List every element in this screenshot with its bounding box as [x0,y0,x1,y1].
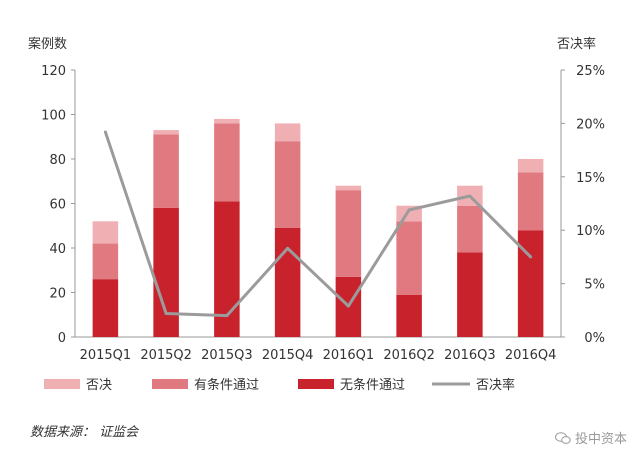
rate-point [468,194,472,198]
left-axis-ticks: 0 20 40 60 80 100 120 [41,64,75,346]
legend-label: 有条件通过 [194,377,259,393]
source-note: 数据来源： 证监会 [30,425,139,440]
rate-point [164,312,168,316]
bar-segment [335,190,362,277]
category-label: 2016Q2 [383,348,435,363]
left-axis-title: 案例数 [28,37,67,52]
bar-segment [153,207,179,337]
watermark: 投中资本 [554,428,627,447]
category-label: 2016Q4 [505,348,557,363]
category-label: 2016Q1 [323,348,375,363]
bar-segment [335,185,362,191]
bar-segment [517,172,544,231]
wechat-icon [554,431,571,444]
left-tick-label: 0 [58,331,66,346]
right-axis-title: 否决率 [557,36,596,52]
right-tick-label: 0% [584,331,605,346]
bar-segment [274,123,301,142]
legend-label: 无条件通过 [340,377,405,393]
bar-segment [153,134,179,208]
category-label: 2015Q1 [80,348,132,363]
right-tick-label: 5% [584,278,605,293]
legend-label: 否决率 [476,377,515,393]
legend-swatch [298,379,334,389]
right-tick-label: 20% [576,117,605,132]
bar-segment [214,123,240,202]
rate-point [407,208,411,212]
bar-segment [396,294,422,337]
right-tick-label: 10% [576,224,605,239]
left-tick-label: 20 [49,287,66,302]
left-tick-label: 120 [41,64,66,79]
legend: 否决 有条件通过 无条件通过 否决率 [44,377,515,393]
category-label: 2016Q3 [444,348,496,363]
right-tick-label: 15% [576,171,605,186]
bar-segment [153,130,179,135]
legend-label: 否决 [86,378,112,393]
bar-series-group [92,118,544,337]
bar-segment [92,279,119,337]
left-tick-label: 40 [49,242,66,257]
category-label: 2015Q2 [140,348,192,363]
rate-point [286,246,290,250]
left-tick-label: 60 [49,198,66,213]
rate-line-group [103,130,533,318]
rate-line [103,131,532,318]
rate-point [103,130,107,134]
bar-segment [92,243,119,280]
legend-swatch [44,379,80,389]
bar-segment [396,221,422,295]
bar-segment [214,118,240,124]
rate-point [529,255,533,259]
legend-swatch [152,379,188,389]
right-axis-ticks: 0% 5% 10% 15% 20% 25% [561,64,605,346]
bar-segment [274,141,301,228]
rate-point [225,314,229,318]
rate-point [346,304,350,308]
watermark-text: 投中资本 [574,432,627,447]
left-tick-label: 80 [49,153,66,168]
category-label: 2015Q3 [201,348,253,363]
category-label: 2015Q4 [262,348,314,363]
right-tick-label: 25% [576,64,605,79]
bar-segment [517,159,544,173]
bar-segment [92,221,119,244]
bar-segment [457,252,483,337]
category-labels: 2015Q1 2015Q2 2015Q3 2015Q4 2016Q1 2016Q2 2016… [80,348,557,363]
left-tick-label: 100 [41,109,66,124]
bar-segment [274,227,301,337]
bar-segment [457,205,483,253]
